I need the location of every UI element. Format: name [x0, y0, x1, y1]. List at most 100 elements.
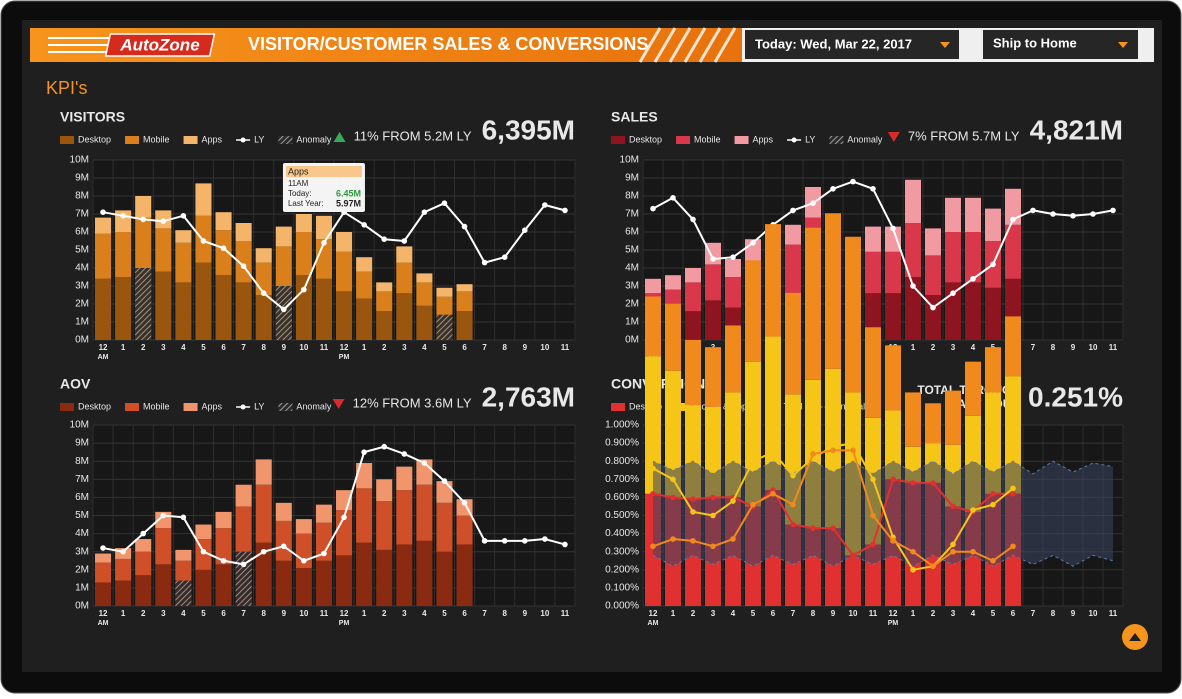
- bar-segment: [705, 264, 721, 301]
- series-point: [401, 238, 408, 244]
- bar-segment: [436, 551, 453, 606]
- series-point: [361, 222, 367, 228]
- series-point: [930, 563, 936, 569]
- bar-segment: [235, 484, 252, 507]
- bar-segment: [376, 549, 393, 606]
- x-tick-label: 12: [889, 609, 898, 618]
- series-point: [870, 186, 876, 192]
- legend-swatch: [611, 136, 625, 144]
- series-point: [301, 286, 307, 293]
- panel-title: SALES: [611, 109, 658, 125]
- legend-label: LY: [805, 134, 815, 144]
- date-dropdown[interactable]: Today: Wed, Mar 22, 2017: [745, 30, 959, 59]
- bar-segment: [665, 303, 681, 371]
- bar-segment: [416, 305, 433, 340]
- kpi-change: 11% FROM 5.2M LY: [354, 128, 472, 143]
- anomaly-segment: [235, 551, 252, 606]
- bar-segment: [295, 567, 312, 606]
- x-tick-label: 3: [402, 343, 407, 352]
- trend-arrow: [332, 399, 345, 409]
- series-point: [870, 541, 876, 548]
- bar-segment: [295, 214, 312, 232]
- bar-segment: [356, 271, 373, 299]
- legend-label: Apps: [202, 134, 223, 144]
- bar-segment: [845, 236, 861, 393]
- x-tick-label: 2: [931, 343, 936, 352]
- bar-segment: [785, 224, 801, 245]
- ship-dropdown[interactable]: Ship to Home: [983, 30, 1138, 59]
- bar-segment: [255, 262, 272, 295]
- x-tick-label: 6: [221, 609, 226, 618]
- bar-segment: [255, 248, 272, 263]
- series-point: [542, 536, 548, 542]
- kpi-total: 0.251%: [1028, 381, 1123, 412]
- x-tick-label: 10: [1089, 343, 1098, 352]
- series-point: [501, 254, 508, 260]
- series-point: [240, 263, 247, 270]
- x-tick-label: 11: [561, 609, 570, 618]
- bar-segment: [685, 311, 701, 340]
- series-point: [770, 490, 776, 497]
- legend-label: LY: [254, 134, 264, 144]
- series-point: [950, 503, 956, 510]
- series-point: [790, 521, 796, 528]
- y-tick-label: 3M: [625, 281, 639, 292]
- panel-title: AOV: [60, 376, 91, 392]
- x-tick-label: 5: [751, 609, 756, 618]
- bar-segment: [456, 311, 473, 340]
- bar-segment: [155, 564, 172, 606]
- x-tick-label: 10: [299, 343, 308, 352]
- kpi-total: 6,395M: [482, 114, 575, 145]
- bar-segment: [416, 273, 433, 283]
- legend-label: Anomaly: [296, 134, 332, 144]
- y-tick-label: 2M: [75, 299, 89, 310]
- legend-label: Anomaly: [296, 401, 332, 411]
- bar-segment: [1005, 316, 1021, 377]
- bar-segment: [885, 226, 901, 252]
- section-title: KPI's: [46, 78, 87, 98]
- series-line: [652, 180, 1114, 309]
- bar-segment: [336, 555, 353, 606]
- series-point: [521, 538, 528, 544]
- bar-segment: [135, 196, 152, 218]
- bar-segment: [275, 502, 292, 521]
- x-tick-label: 1: [362, 343, 367, 352]
- y-tick-label: 6M: [625, 227, 639, 238]
- legend-label: Mobile: [143, 401, 170, 411]
- tooltip-title: Apps: [288, 166, 309, 176]
- series-point: [910, 567, 916, 573]
- anomaly-segment: [436, 314, 453, 340]
- bar-segment: [765, 336, 781, 491]
- series-point: [970, 276, 976, 282]
- legend-label: Mobile: [694, 134, 721, 144]
- series-point: [650, 205, 656, 212]
- y-tick-label: 0.800%: [605, 456, 639, 467]
- series-point: [521, 227, 528, 233]
- bar-segment: [155, 271, 172, 340]
- bar-segment: [155, 528, 172, 565]
- series-point: [730, 536, 736, 542]
- series-point: [990, 501, 996, 508]
- series-point: [710, 543, 716, 550]
- series-point: [650, 490, 656, 497]
- x-tick-label: 4: [422, 343, 427, 352]
- bar-segment: [315, 239, 332, 279]
- series-point: [441, 478, 448, 484]
- series-point: [670, 494, 676, 501]
- legend-label: Anomaly: [847, 134, 883, 144]
- scroll-top-button[interactable]: [1122, 624, 1148, 650]
- bar-segment: [645, 356, 661, 494]
- series-point: [481, 259, 488, 266]
- y-tick-label: 10M: [620, 155, 639, 166]
- x-tick-label: 9: [523, 609, 528, 618]
- legend-swatch: [829, 136, 844, 144]
- x-tick-label: 8: [502, 609, 507, 618]
- series-point: [1050, 211, 1056, 217]
- x-tick-label: 5: [442, 609, 447, 618]
- legend-swatch: [60, 403, 74, 411]
- bar-segment: [376, 479, 393, 502]
- bar-segment: [255, 295, 272, 340]
- bar-segment: [396, 490, 413, 545]
- legend-label: Desktop: [629, 134, 662, 144]
